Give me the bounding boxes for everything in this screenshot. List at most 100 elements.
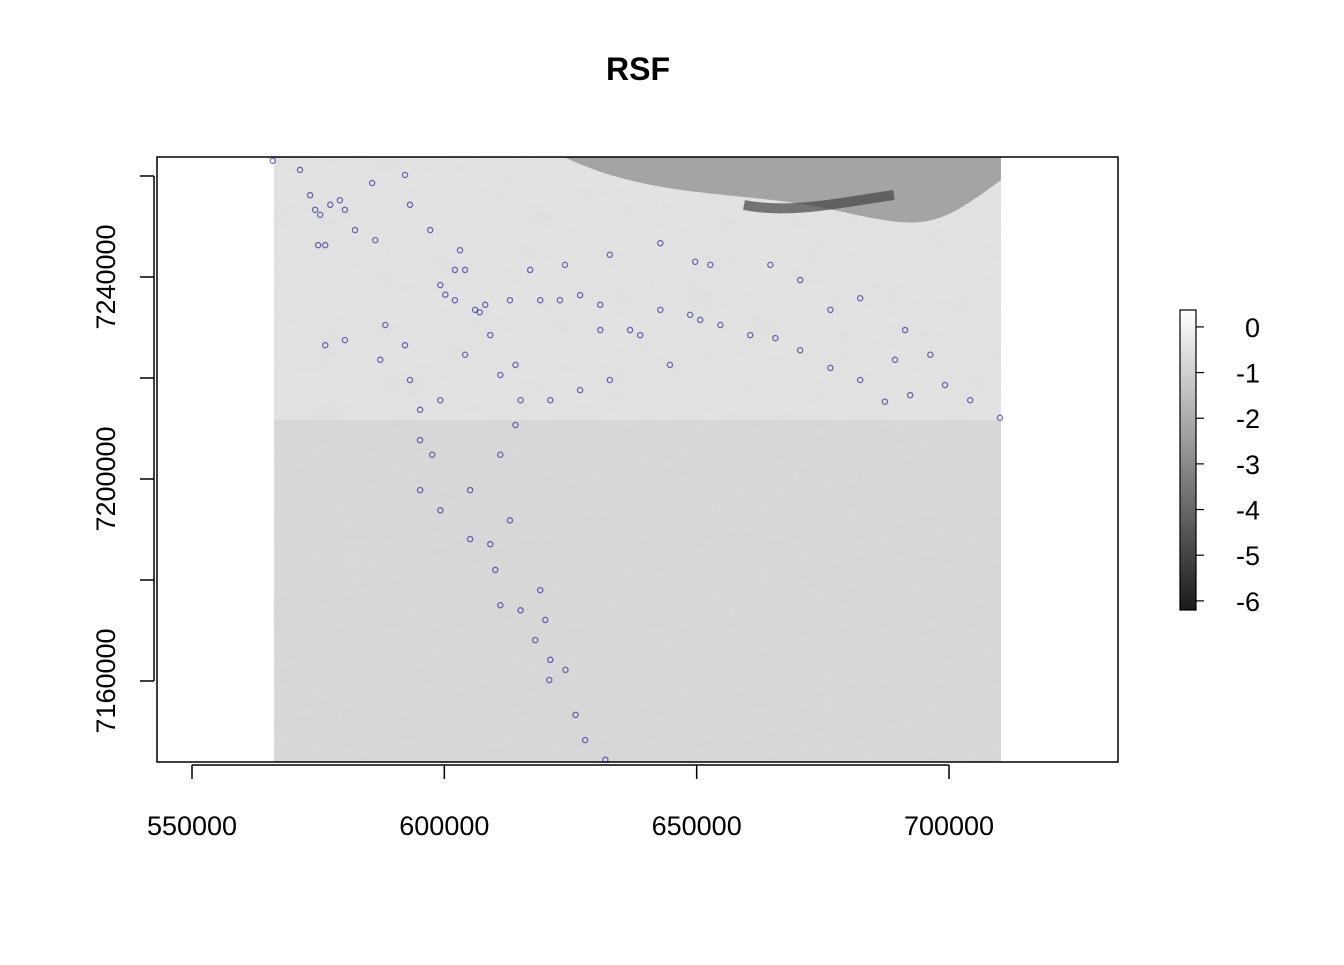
location-point <box>827 306 834 314</box>
location-point <box>891 356 899 364</box>
location-point <box>461 266 469 274</box>
location-point <box>517 396 524 404</box>
location-point <box>707 261 714 269</box>
location-point <box>606 251 614 259</box>
location-point <box>606 376 614 384</box>
location-point <box>512 361 519 369</box>
location-point <box>506 517 514 524</box>
location-point <box>456 246 464 254</box>
location-point <box>497 451 504 459</box>
y-tick-label: 7160000 <box>91 628 121 733</box>
location-point <box>906 391 914 399</box>
location-point <box>542 616 549 624</box>
location-point <box>316 211 324 219</box>
location-point <box>602 756 609 764</box>
location-point <box>686 311 694 319</box>
colorbar-tick-label: -1 <box>1236 359 1260 389</box>
location-point <box>461 351 469 359</box>
raster-shade <box>273 420 1001 762</box>
chart-title: RSF <box>606 51 670 87</box>
location-point <box>327 201 334 209</box>
location-point <box>536 586 544 594</box>
location-point <box>306 191 314 199</box>
location-point <box>451 296 459 304</box>
colorbar <box>1179 309 1197 611</box>
location-point <box>746 331 754 339</box>
location-point <box>314 241 322 249</box>
location-point <box>401 171 409 179</box>
location-point <box>556 296 564 304</box>
location-point <box>341 206 349 214</box>
location-point <box>517 607 524 614</box>
raster-texture <box>273 157 1001 762</box>
x-tick-label: 600000 <box>399 811 489 841</box>
location-point <box>512 421 519 429</box>
location-point <box>451 266 459 274</box>
location-point <box>597 326 604 334</box>
location-point <box>966 396 974 404</box>
x-tick-label: 550000 <box>147 811 237 841</box>
location-point <box>657 239 664 247</box>
location-point <box>796 346 804 354</box>
x-tick-label: 650000 <box>652 811 742 841</box>
location-point <box>717 321 724 329</box>
location-point <box>497 601 504 609</box>
location-point <box>576 386 584 394</box>
location-point <box>856 294 864 302</box>
location-point <box>401 341 409 349</box>
colorbar-tick-label: -6 <box>1236 587 1260 617</box>
colorbar-tick-label: 0 <box>1245 313 1260 343</box>
location-point <box>772 334 779 342</box>
location-point <box>428 451 436 459</box>
location-point <box>562 666 569 674</box>
location-point <box>506 296 514 304</box>
location-point <box>466 486 474 494</box>
location-point <box>696 316 704 324</box>
location-point <box>536 296 544 304</box>
location-point <box>437 507 444 514</box>
location-point <box>576 291 584 299</box>
location-point <box>597 301 604 309</box>
location-point <box>927 351 934 359</box>
location-point <box>269 157 276 165</box>
location-point <box>767 261 774 269</box>
location-point <box>856 376 864 384</box>
location-point <box>657 306 664 314</box>
location-point <box>442 291 449 298</box>
location-point <box>466 535 474 543</box>
location-point <box>881 398 889 405</box>
x-tick-label: 700000 <box>904 811 994 841</box>
location-point <box>572 711 579 719</box>
location-point <box>531 636 539 644</box>
location-point <box>547 656 554 664</box>
location-point <box>321 341 329 349</box>
location-point <box>901 326 909 334</box>
location-point <box>311 206 319 214</box>
location-point <box>382 321 389 329</box>
location-point <box>416 406 424 414</box>
y-tick-label: 7200000 <box>91 426 121 531</box>
raster <box>273 157 1001 762</box>
colorbar-tick-label: -5 <box>1236 541 1260 571</box>
location-point <box>796 276 804 284</box>
location-point <box>487 540 494 548</box>
location-point <box>416 486 424 494</box>
colorbar-tick-label: -3 <box>1236 450 1260 480</box>
river <box>742 190 895 214</box>
location-point <box>626 326 634 334</box>
location-point <box>546 676 553 684</box>
location-point <box>561 261 569 269</box>
location-point <box>437 281 444 289</box>
location-point <box>426 226 434 234</box>
location-point <box>437 396 444 404</box>
location-point <box>368 179 376 187</box>
location-point <box>406 201 414 209</box>
location-point <box>492 566 499 574</box>
river <box>563 157 1001 223</box>
location-point <box>336 196 344 204</box>
location-point <box>376 356 384 364</box>
plot-frame <box>156 156 1119 763</box>
location-point <box>321 241 329 249</box>
colorbar-tick-label: -2 <box>1236 404 1260 434</box>
